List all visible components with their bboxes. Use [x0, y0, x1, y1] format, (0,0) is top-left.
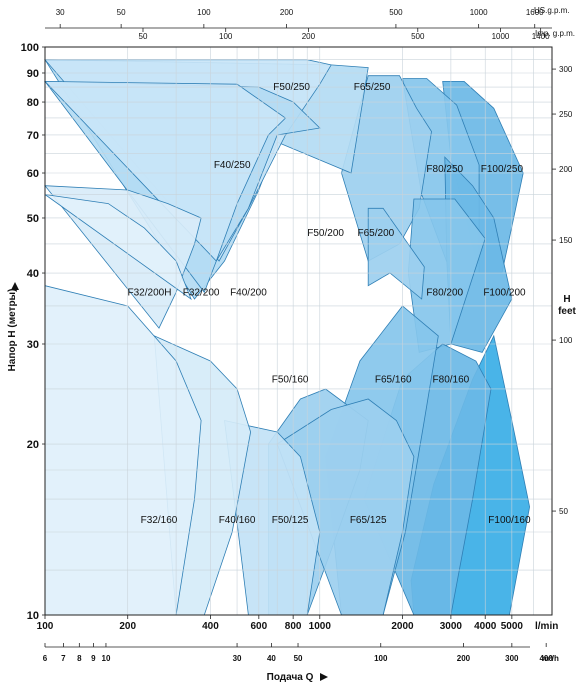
- y2-tick-label: 100: [559, 336, 573, 345]
- region-label: F40/250: [214, 160, 251, 171]
- region-label: F100/160: [488, 515, 531, 526]
- y2-tick-label: 50: [559, 507, 568, 516]
- region-label: F100/250: [481, 164, 524, 175]
- x-tick-label-lpm: 3000: [440, 621, 463, 632]
- x-tick-label-m3h: 200: [457, 654, 471, 663]
- y-axis-title: Напор H (метры): [7, 289, 18, 372]
- x-tick-label-lpm: 4000: [474, 621, 497, 632]
- pump-region-labels: F50/250 F65/250 F40/250 F80/250 F100/250 F50/…: [128, 82, 531, 526]
- region-label: F100/200: [483, 287, 526, 298]
- x-tick-label-usgpm: 30: [56, 8, 65, 17]
- region-label: F40/200: [230, 287, 267, 298]
- x-tick-label-m3h: 100: [374, 654, 388, 663]
- x-tick-label-lpm: 5000: [501, 621, 524, 632]
- y-axis-meters: 10 20 30 40 50 60 70 80 90 100: [21, 42, 45, 622]
- top-axis: 30 50 100 200 500 1000 1600 50 100 200 500 1000 140…: [45, 6, 575, 41]
- region-label: F65/250: [354, 82, 391, 93]
- region-label: F32/200H: [128, 287, 172, 298]
- y2-tick-label: 200: [559, 165, 573, 174]
- x-tick-label-lpm: 100: [37, 621, 54, 632]
- region-label: F32/160: [141, 515, 178, 526]
- x-tick-label-lpm: 2000: [391, 621, 414, 632]
- region-label: F80/160: [433, 374, 470, 385]
- lpm-unit-label: l/min: [535, 621, 558, 632]
- x-axis-m3h: 6 7 8 9 10 30 40 50 100 200 300 400: [43, 643, 553, 663]
- x-tick-label-m3h: 50: [294, 654, 303, 663]
- x-tick-label-usgpm: 1600: [526, 8, 544, 17]
- y-axis-feet: 50 100 150 200 250 300: [552, 65, 573, 516]
- x-tick-label-m3h: 9: [91, 654, 96, 663]
- y-axis-arrow-icon: [11, 282, 19, 290]
- region-label: F32/200: [183, 287, 220, 298]
- x-tick-label-impgpm: 200: [302, 32, 316, 41]
- x-tick-label-usgpm: 500: [389, 8, 403, 17]
- y-tick-label: 10: [27, 610, 39, 622]
- y-tick-label: 40: [27, 268, 39, 280]
- y-tick-label: 80: [27, 97, 39, 109]
- y-tick-label: 30: [27, 339, 39, 351]
- x-tick-label-lpm: 800: [285, 621, 302, 632]
- x-tick-label-impgpm: 1400: [532, 32, 550, 41]
- y-tick-label: 60: [27, 168, 39, 180]
- pump-regions: [44, 59, 531, 616]
- x-tick-label-lpm: 200: [119, 621, 136, 632]
- x-tick-label-lpm: 1000: [309, 621, 332, 632]
- x-tick-label-impgpm: 50: [139, 32, 148, 41]
- y-tick-label: 90: [27, 68, 39, 80]
- x-axis-title: Подача Q: [267, 672, 314, 683]
- region-label: F80/250: [426, 164, 463, 175]
- x-tick-label-m3h: 300: [505, 654, 519, 663]
- x-tick-label-m3h: 400: [539, 654, 553, 663]
- y2-axis-title-feet: feet: [558, 306, 576, 317]
- us-gpm-ticks: 30 50 100 200 500 1000 1600: [56, 8, 544, 28]
- x-axis-arrow-icon: [320, 673, 328, 681]
- x-tick-label-impgpm: 1000: [492, 32, 510, 41]
- x-axis-lpm: 100 200 400 600 800 1000 2000 3000 4000 5000: [37, 615, 524, 632]
- region-label: F50/125: [272, 515, 309, 526]
- region-label: F50/250: [273, 82, 310, 93]
- x-tick-label-usgpm: 1000: [470, 8, 488, 17]
- region-label: F40/160: [219, 515, 256, 526]
- x-tick-label-m3h: 7: [61, 654, 66, 663]
- plot-area: F50/250 F65/250 F40/250 F80/250 F100/250 F50/…: [44, 46, 553, 616]
- x-tick-label-usgpm: 200: [280, 8, 294, 17]
- y-tick-label: 20: [27, 439, 39, 451]
- grid-lines: [45, 47, 552, 615]
- y-tick-label: 100: [21, 42, 39, 54]
- region-label: F65/125: [350, 515, 387, 526]
- y-tick-label: 70: [27, 130, 39, 142]
- x-tick-label-impgpm: 500: [411, 32, 425, 41]
- imp-gpm-unit-label: Imp. g.p.m.: [535, 29, 575, 38]
- us-gpm-unit-label: US.g.p.m.: [534, 6, 570, 15]
- region-label: F50/200: [307, 228, 344, 239]
- region-label: F50/160: [272, 374, 309, 385]
- x-tick-label-impgpm: 100: [219, 32, 233, 41]
- x-tick-label-lpm: 400: [202, 621, 219, 632]
- m3h-unit-label: m³/h: [542, 654, 559, 663]
- x-tick-label-m3h: 10: [102, 654, 111, 663]
- y2-tick-label: 150: [559, 236, 573, 245]
- x-tick-label-m3h: 30: [233, 654, 242, 663]
- region-label: F65/200: [358, 228, 395, 239]
- y-tick-label: 50: [27, 213, 39, 225]
- region-f65-200: [367, 207, 425, 300]
- y2-axis-title-h: H: [563, 294, 570, 305]
- y2-tick-label: 250: [559, 110, 573, 119]
- x-tick-label-m3h: 8: [77, 654, 82, 663]
- x-tick-label-usgpm: 100: [197, 8, 211, 17]
- imp-gpm-ticks: 50 100 200 500 1000 1400: [139, 28, 550, 41]
- x-tick-label-m3h: 6: [43, 654, 48, 663]
- y2-tick-label: 300: [559, 65, 573, 74]
- x-tick-label-lpm: 600: [250, 621, 267, 632]
- region-label: F65/160: [375, 374, 412, 385]
- x-tick-label-usgpm: 50: [117, 8, 126, 17]
- x-tick-label-m3h: 40: [267, 654, 276, 663]
- region-label: F80/200: [426, 287, 463, 298]
